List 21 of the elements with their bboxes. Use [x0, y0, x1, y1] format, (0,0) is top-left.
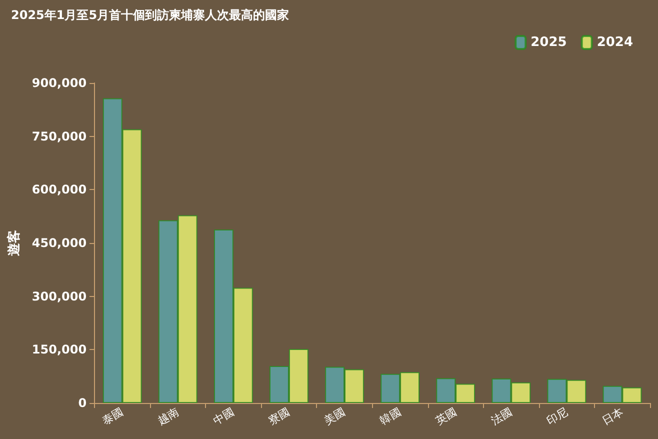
- x-tick-label: 中國: [211, 405, 237, 428]
- y-tick-label: 900,000: [32, 76, 87, 90]
- y-tick-label: 150,000: [32, 342, 87, 357]
- legend-label: 2025: [530, 35, 567, 50]
- y-tick-label: 750,000: [32, 129, 87, 144]
- x-tick-label: 法國: [488, 405, 514, 428]
- x-tick-label: 印尼: [544, 405, 570, 428]
- legend-label: 2024: [596, 35, 634, 50]
- x-tick-label: 泰國: [100, 405, 126, 428]
- y-tick-label: 0: [78, 396, 87, 410]
- x-tick-label: 美國: [322, 405, 348, 428]
- y-axis-title: 遊客: [6, 230, 22, 256]
- y-tick-label: 300,000: [32, 289, 87, 304]
- y-tick-label: 450,000: [32, 236, 87, 250]
- x-tick-label: 越南: [156, 405, 182, 428]
- x-tick-label: 英國: [433, 405, 459, 428]
- x-tick-label: 寮國: [266, 405, 292, 428]
- chart-title: 2025年1月至5月首十個到訪柬埔寨人次最高的國家: [11, 8, 290, 22]
- x-tick-label: 日本: [600, 405, 626, 428]
- y-tick-label: 600,000: [32, 182, 87, 197]
- x-tick-label: 韓國: [378, 405, 404, 428]
